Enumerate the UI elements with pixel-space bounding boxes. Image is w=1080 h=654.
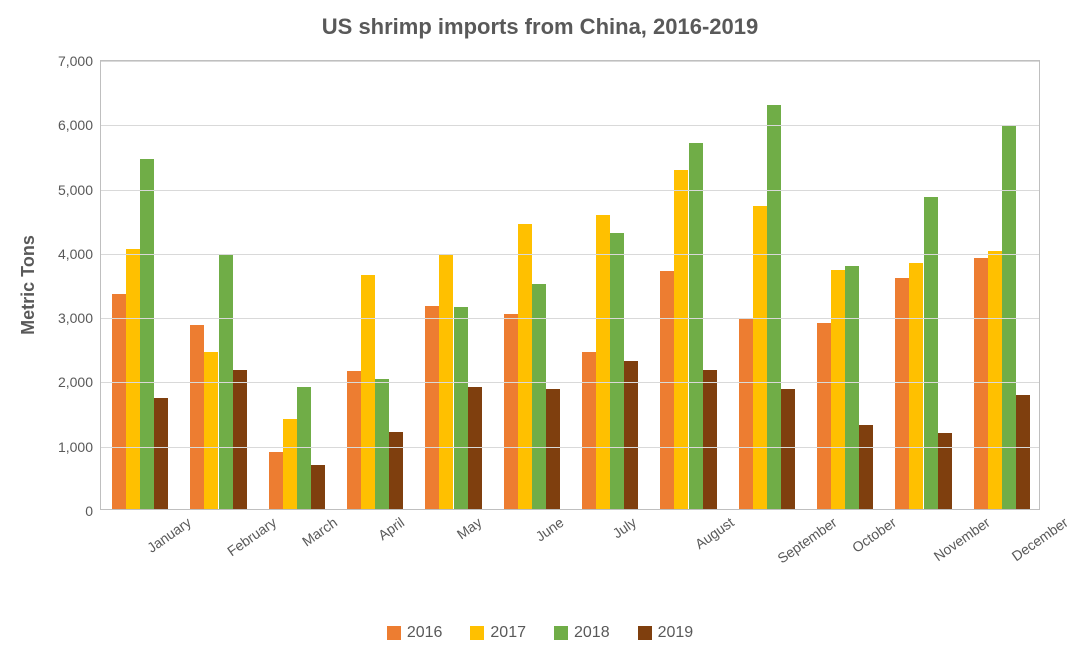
legend-label: 2019 <box>658 624 694 641</box>
bar <box>297 387 311 509</box>
grid-line <box>101 382 1039 383</box>
bar <box>988 251 1002 509</box>
x-tick-label: June <box>532 514 566 545</box>
bar <box>425 306 439 509</box>
legend-swatch <box>387 626 401 640</box>
x-axis-labels: January February March April May June July Augu… <box>100 514 1040 594</box>
legend-label: 2016 <box>407 624 443 641</box>
bar <box>974 258 988 509</box>
bar <box>112 294 126 509</box>
bar <box>1016 395 1030 509</box>
legend-item: 2017 <box>470 624 526 642</box>
bar <box>283 419 297 509</box>
x-tick-label: September <box>774 514 839 566</box>
bar <box>938 433 952 509</box>
y-tick-label: 2,000 <box>58 374 93 390</box>
bar <box>924 197 938 509</box>
legend-label: 2018 <box>574 624 610 641</box>
y-tick-label: 1,000 <box>58 439 93 455</box>
plot-area: 01,0002,0003,0004,0005,0006,0007,000 <box>100 60 1040 510</box>
bar <box>518 224 532 509</box>
bar <box>269 452 283 509</box>
legend-item: 2018 <box>554 624 610 642</box>
bar <box>831 270 845 509</box>
bar <box>703 370 717 510</box>
bar <box>375 379 389 509</box>
bar <box>347 371 361 509</box>
bar <box>909 263 923 509</box>
bar <box>753 206 767 509</box>
grid-line <box>101 61 1039 62</box>
bar <box>859 425 873 509</box>
bar <box>546 389 560 509</box>
bar <box>739 319 753 509</box>
legend-item: 2016 <box>387 624 443 642</box>
x-tick-label: November <box>930 514 992 564</box>
bar <box>674 170 688 509</box>
legend-swatch <box>470 626 484 640</box>
bar <box>845 266 859 509</box>
x-tick-label: December <box>1009 514 1071 564</box>
grid-line <box>101 318 1039 319</box>
y-axis-label: Metric Tons <box>18 235 39 335</box>
bar <box>311 465 325 509</box>
bar <box>504 314 518 509</box>
legend-item: 2019 <box>638 624 694 642</box>
bar <box>126 249 140 509</box>
bar <box>610 233 624 509</box>
bar-groups <box>101 61 1039 509</box>
bar <box>660 271 674 509</box>
grid-line <box>101 125 1039 126</box>
bar <box>689 143 703 509</box>
bar <box>1002 125 1016 509</box>
x-tick-label: May <box>453 514 484 542</box>
bar <box>767 105 781 509</box>
y-tick-label: 7,000 <box>58 53 93 69</box>
bar <box>361 275 375 509</box>
bar <box>154 398 168 509</box>
bar <box>389 432 403 509</box>
x-tick-label: January <box>144 514 194 556</box>
x-tick-label: August <box>691 514 736 552</box>
x-tick-label: April <box>375 514 407 543</box>
y-tick-label: 4,000 <box>58 246 93 262</box>
bar <box>596 215 610 509</box>
grid-line <box>101 190 1039 191</box>
chart-container: US shrimp imports from China, 2016-2019 … <box>0 0 1080 654</box>
y-tick-label: 0 <box>85 503 93 519</box>
grid-line <box>101 447 1039 448</box>
x-tick-label: July <box>610 514 640 541</box>
legend-swatch <box>554 626 568 640</box>
bar <box>582 352 596 510</box>
chart-title: US shrimp imports from China, 2016-2019 <box>0 14 1080 40</box>
bar <box>454 307 468 510</box>
bar <box>190 325 204 510</box>
bar <box>895 278 909 509</box>
y-tick-label: 3,000 <box>58 310 93 326</box>
y-tick-label: 6,000 <box>58 117 93 133</box>
x-tick-label: February <box>224 514 279 559</box>
x-tick-label: October <box>849 514 899 556</box>
y-tick-label: 5,000 <box>58 182 93 198</box>
bar <box>140 159 154 509</box>
bar <box>233 370 247 509</box>
legend: 2016 2017 2018 2019 <box>0 624 1080 642</box>
legend-label: 2017 <box>490 624 526 641</box>
bar <box>468 387 482 509</box>
x-tick-label: March <box>299 514 340 549</box>
grid-line <box>101 254 1039 255</box>
bar <box>204 352 218 510</box>
legend-swatch <box>638 626 652 640</box>
bar <box>781 389 795 509</box>
bar <box>817 323 831 509</box>
